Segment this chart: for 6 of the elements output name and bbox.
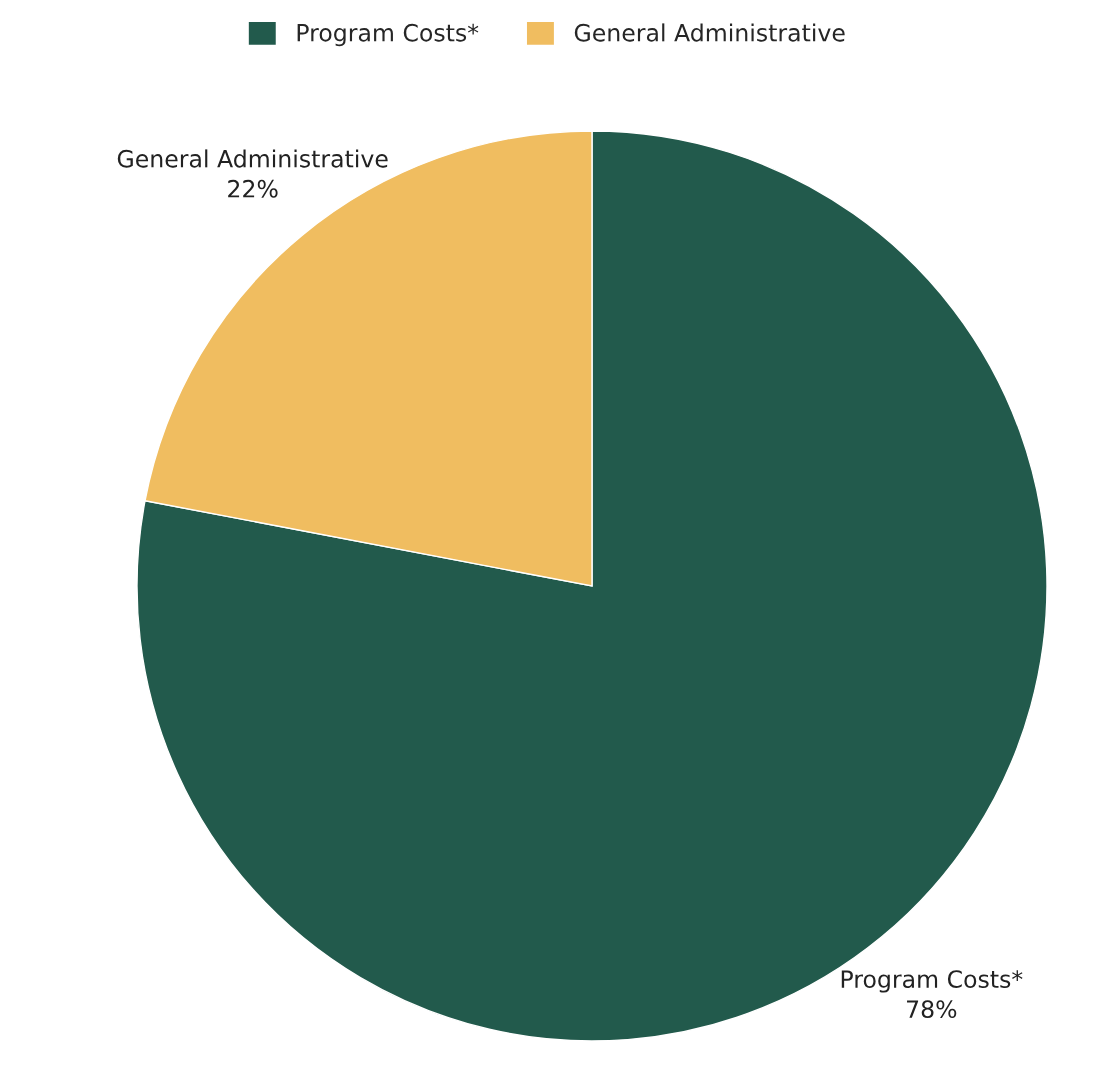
data-label: 78% bbox=[907, 1000, 957, 1019]
data-label: 22% bbox=[228, 179, 278, 198]
slice-label: General Administrative bbox=[117, 149, 388, 168]
legend-label: Program Costs* bbox=[297, 23, 479, 47]
legend-label: General Administrative bbox=[574, 23, 845, 42]
slice-label: Program Costs* bbox=[841, 970, 1023, 993]
